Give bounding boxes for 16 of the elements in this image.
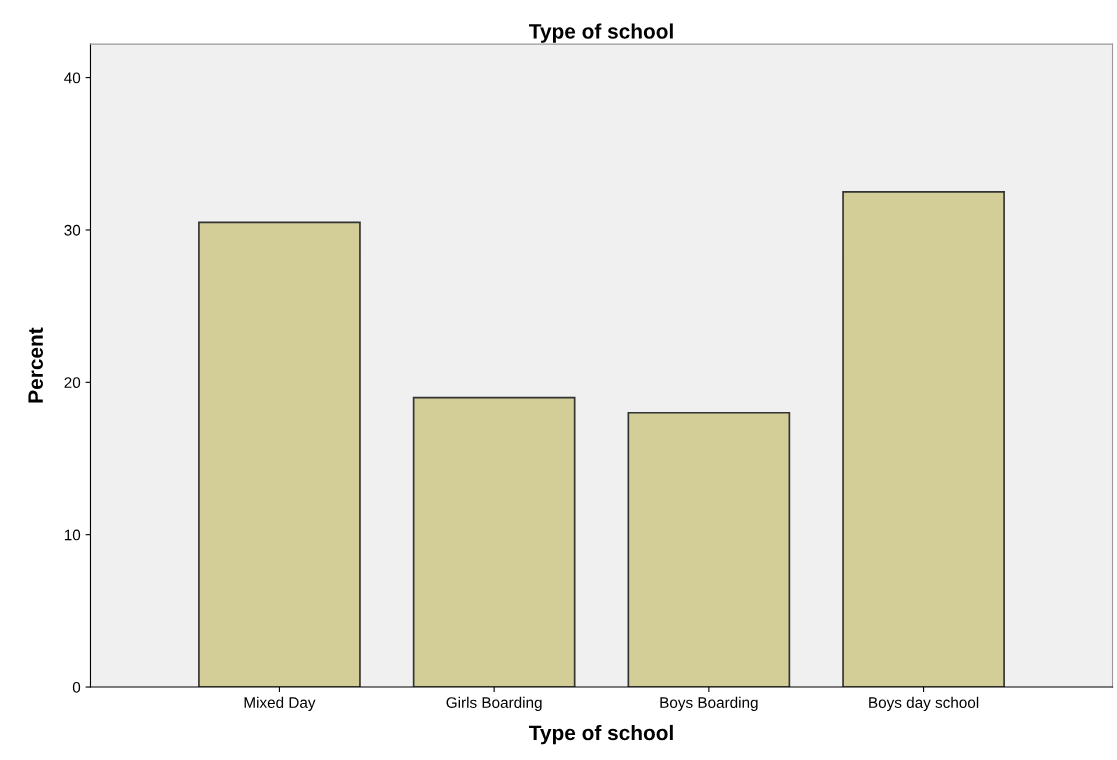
bar [412,396,576,688]
bar [627,411,791,688]
y-tick-label: 10 [64,529,81,541]
x-tick-label: Boys day school [869,696,979,711]
bar [198,221,361,688]
bar [842,191,1005,688]
x-tick-label: Girls Boarding [446,696,542,711]
y-tick-label: 20 [64,377,81,389]
y-tick-label: 0 [72,681,81,693]
x-tick-label: Boys Boarding [660,696,758,711]
y-axis-title: Percent [28,327,43,403]
x-tick-label: Mixed Day [244,696,316,711]
y-tick-label: 30 [64,224,81,236]
x-axis-title: Type of school [529,724,673,745]
y-tick-label: 40 [64,72,81,84]
chart-title: Type of school [529,23,673,43]
